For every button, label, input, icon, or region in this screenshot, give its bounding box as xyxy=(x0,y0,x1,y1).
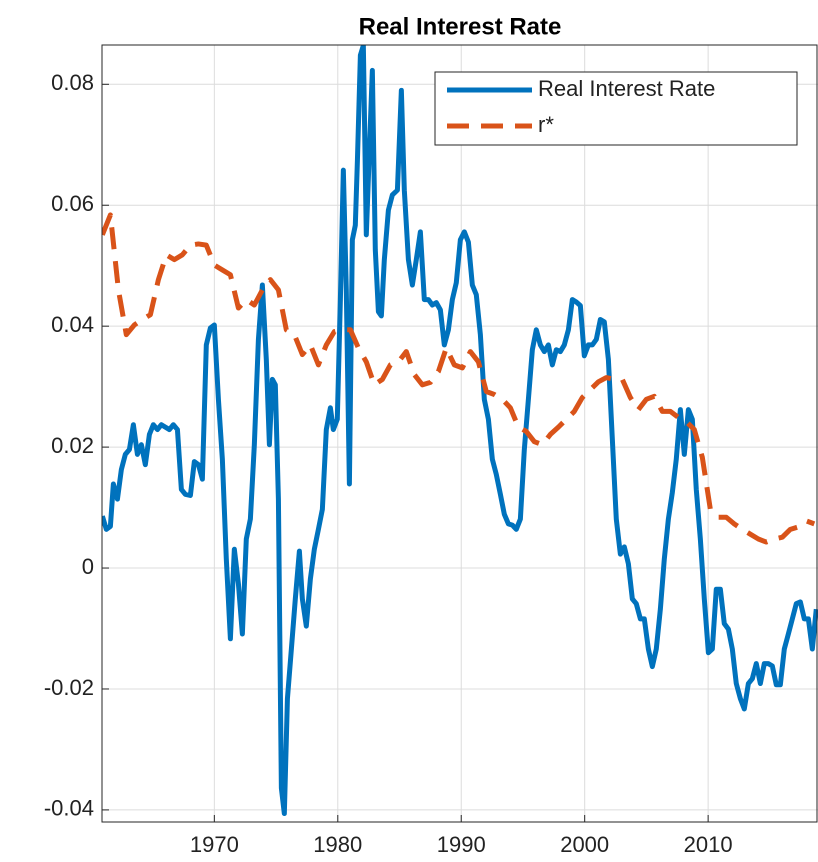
x-tick-label: 1970 xyxy=(190,832,239,857)
legend: Real Interest Rate r* xyxy=(434,71,798,146)
tick-labels: -0.04 -0.02 0 0.02 0.04 0.06 0.08 1970 1980 1990 2… xyxy=(44,70,733,857)
axes-box xyxy=(101,44,818,823)
y-tick-label: -0.04 xyxy=(44,796,94,821)
plot-area xyxy=(102,45,818,817)
y-tick-label: 0.04 xyxy=(51,312,94,337)
x-tick-label: 1980 xyxy=(313,832,362,857)
legend-label: Real Interest Rate xyxy=(538,76,715,101)
x-tick-label: 1990 xyxy=(437,832,486,857)
x-tick-label: 2010 xyxy=(684,832,733,857)
y-tick-label: 0.02 xyxy=(51,433,94,458)
x-tick-label: 2000 xyxy=(560,832,609,857)
grid xyxy=(102,45,818,822)
chart-title: Real Interest Rate xyxy=(359,13,562,40)
series-line xyxy=(102,212,816,545)
series-line xyxy=(102,45,818,817)
y-tick-label: 0 xyxy=(82,554,94,579)
y-tick-label: 0.06 xyxy=(51,191,94,216)
y-tick-label: 0.08 xyxy=(51,70,94,95)
legend-label: r* xyxy=(538,112,554,137)
legend-box xyxy=(434,71,798,146)
y-tick-label: -0.02 xyxy=(44,675,94,700)
